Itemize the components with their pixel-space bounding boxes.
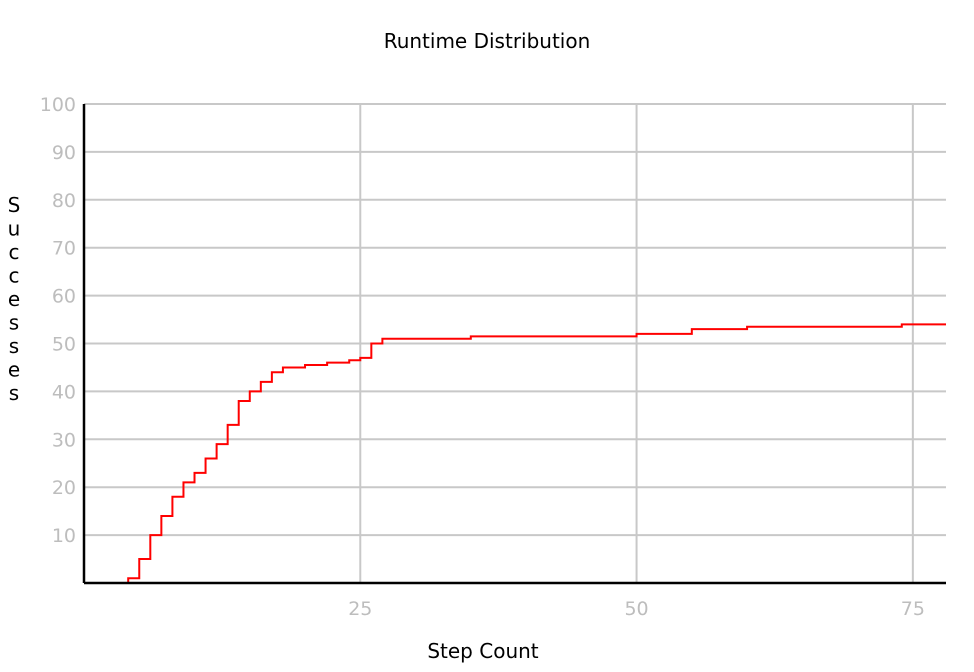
y-axis-label-letter: e <box>8 358 20 382</box>
x-axis-label: Step Count <box>427 639 538 663</box>
y-tick-label: 40 <box>52 381 76 403</box>
series-layer <box>127 323 946 583</box>
y-axis-label-letter: s <box>9 381 19 405</box>
y-tick-label: 90 <box>52 142 76 164</box>
y-tick-label: 100 <box>40 94 76 116</box>
y-tick-label: 80 <box>52 190 76 212</box>
y-axis-label-letter: s <box>9 334 19 358</box>
axes <box>82 104 946 585</box>
x-tick-label: 50 <box>624 598 648 620</box>
tick-labels: 10 20 30 40 50 60 70 80 90 100 25 50 75 <box>40 94 925 620</box>
y-axis-label-letter: e <box>8 287 20 311</box>
gridlines <box>84 103 946 583</box>
x-tick-label: 25 <box>348 598 372 620</box>
y-axis-label-letter: c <box>9 240 20 264</box>
y-axis-label-letter: u <box>8 217 21 241</box>
y-tick-label: 10 <box>52 525 76 547</box>
y-axis-label-letter: c <box>9 264 20 288</box>
y-axis-label-letter: S <box>8 193 21 217</box>
y-tick-label: 60 <box>52 286 76 308</box>
chart-title: Runtime Distribution <box>384 29 591 53</box>
y-tick-label: 50 <box>52 334 76 356</box>
y-tick-label: 70 <box>52 238 76 260</box>
y-tick-label: 20 <box>52 477 76 499</box>
y-tick-label: 30 <box>52 429 76 451</box>
x-tick-label: 75 <box>901 598 925 620</box>
series-line <box>127 323 946 583</box>
y-axis-label-letter: s <box>9 311 19 335</box>
